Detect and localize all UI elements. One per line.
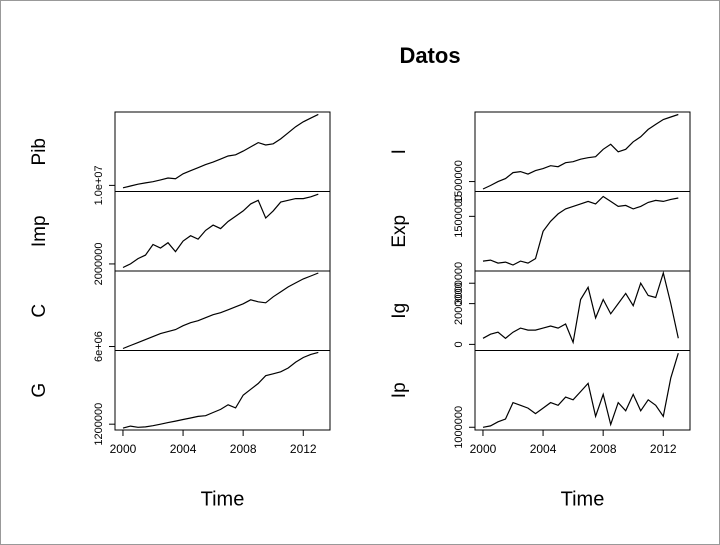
y-axis-label: Ig [389,303,410,319]
y-tick-label: 1200000 [93,403,105,446]
series-line [482,195,679,266]
y-tick-label: 1500000 [453,195,465,238]
chart-title: Datos [399,43,460,68]
panel [474,350,691,431]
series-line [482,353,679,428]
x-tick-label: 2004 [530,442,557,456]
y-tick-label: 1000000 [453,406,465,449]
series-line [122,351,319,429]
y-axis-label: Ip [389,382,410,398]
x-tick-label: 2012 [290,442,317,456]
series-line [482,270,679,345]
series-line [122,113,319,189]
y-axis-label: C [29,304,50,318]
x-tick-label: 2008 [230,442,257,456]
x-tick-label: 2012 [650,442,677,456]
y-axis-label: I [389,149,410,154]
x-tick-label: 2000 [110,442,137,456]
x-tick-label: 2008 [590,442,617,456]
y-tick-label: 3000000 [453,262,465,305]
y-tick-label: 1500000 [453,160,465,203]
panel [114,350,331,431]
y-tick-label: 1.0e+07 [93,165,105,205]
series-line [122,193,319,269]
y-axis-label: Imp [29,215,50,247]
y-tick-label: 6e+06 [93,331,105,362]
y-tick-label: 2000000 [93,243,105,286]
x-axis-label: Time [201,488,245,510]
y-tick-label: 0 [453,341,465,347]
x-tick-label: 2000 [470,442,497,456]
y-axis-label: G [29,383,50,398]
y-axis-label: Exp [389,215,410,248]
y-tick-label: 2000000 [453,282,465,325]
y-axis-label: Pib [29,138,50,165]
series-line [122,272,319,350]
x-axis-label: Time [561,488,605,510]
x-tick-label: 2004 [170,442,197,456]
series-line [482,113,679,190]
